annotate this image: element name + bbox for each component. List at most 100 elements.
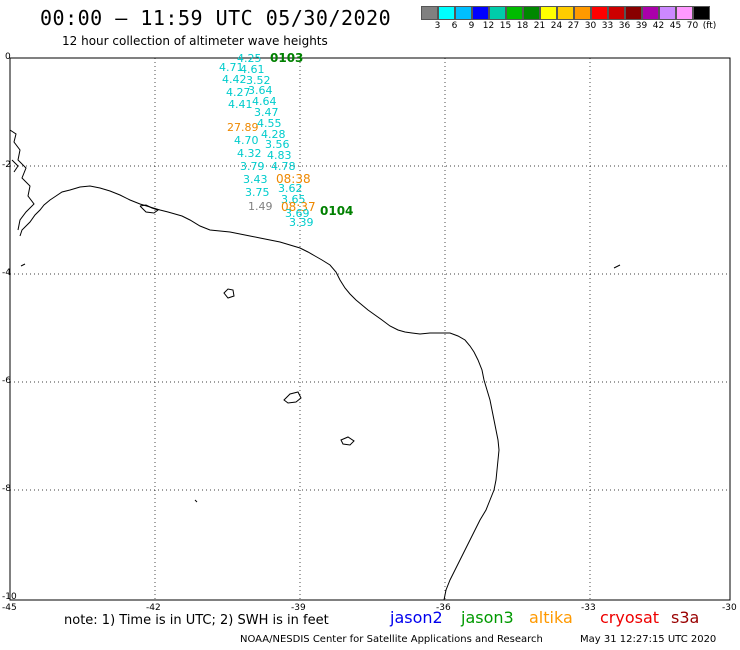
legend-label: 9 <box>468 21 475 31</box>
legend-label: 36 <box>618 21 631 31</box>
legend-swatch <box>540 6 557 20</box>
legend-label: 15 <box>499 21 512 31</box>
island <box>613 264 621 269</box>
wave-height-label: 4.71 <box>219 61 244 74</box>
wave-height-label: 3.62 <box>278 182 303 195</box>
y-tick-label: -2 <box>2 160 11 170</box>
y-tick-label: -8 <box>2 484 11 494</box>
wave-height-label: 4.32 <box>237 147 262 160</box>
wave-height-label: 4.28 <box>261 128 286 141</box>
legend-swatch <box>659 6 676 20</box>
x-tick-label: -33 <box>581 603 596 613</box>
coastline <box>19 185 500 601</box>
legend-swatch <box>489 6 506 20</box>
x-tick-label: -45 <box>2 603 17 613</box>
wave-height-label: 3.69 <box>285 207 310 220</box>
wave-height-label: 1.49 <box>248 200 273 213</box>
coastline-fragment <box>9 129 35 231</box>
legend-swatch <box>608 6 625 20</box>
map-grid <box>10 58 730 600</box>
wave-height-label: 4.41 <box>228 98 253 111</box>
legend-label: 33 <box>601 21 614 31</box>
legend-label: 24 <box>550 21 563 31</box>
satellite-legend-jason2: jason2 <box>390 608 443 627</box>
island <box>223 288 235 299</box>
pass-label: 0104 <box>320 204 354 218</box>
legend-swatch <box>421 6 438 20</box>
wave-height-label: 3.56 <box>265 138 290 151</box>
wave-height-label: 4.25 <box>237 52 262 65</box>
credit-line: NOAA/NESDIS Center for Satellite Applica… <box>240 634 543 645</box>
island <box>283 391 302 404</box>
legend-label: 18 <box>516 21 529 31</box>
legend-swatch <box>625 6 642 20</box>
legend-label: 27 <box>567 21 580 31</box>
wave-height-color-legend-labels: 3 6 9 12 15 18 21 24 27 30 33 36 39 42 45 70 (ft) <box>421 21 740 35</box>
x-tick-label: -39 <box>291 603 306 613</box>
x-tick-label: -36 <box>436 603 451 613</box>
wave-height-color-legend <box>421 6 710 20</box>
x-tick-label: -30 <box>722 603 737 613</box>
legend-swatch <box>574 6 591 20</box>
legend-label: 3 <box>434 21 441 31</box>
legend-label: 12 <box>482 21 495 31</box>
map-subtitle: 12 hour collection of altimeter wave hei… <box>62 34 328 48</box>
y-tick-label: -4 <box>2 268 11 278</box>
map-frame <box>9 57 731 601</box>
legend-label: 42 <box>652 21 665 31</box>
wave-height-label: 3.43 <box>243 173 268 186</box>
wave-height-label: 3.79 <box>240 160 265 173</box>
legend-swatch <box>438 6 455 20</box>
wave-height-label: 3.75 <box>245 186 270 199</box>
island <box>20 263 26 267</box>
island <box>194 499 198 503</box>
satellite-legend-cryosat: cryosat <box>600 608 660 627</box>
legend-label: 21 <box>533 21 546 31</box>
legend-swatch <box>523 6 540 20</box>
pass-label: 0103 <box>270 51 304 65</box>
wave-height-label: 4.61 <box>240 63 265 76</box>
x-tick-label: -42 <box>146 603 161 613</box>
map-title: 00:00 – 11:59 UTC 05/30/2020 <box>40 6 392 30</box>
wave-height-label: 4.27 <box>226 86 251 99</box>
satellite-legend-jason3: jason3 <box>461 608 514 627</box>
wave-height-label: 4.64 <box>252 95 277 108</box>
legend-label: 6 <box>451 21 458 31</box>
generation-timestamp: May 31 12:27:15 UTC 2020 <box>580 634 717 645</box>
wave-height-label: 3.39 <box>289 216 314 229</box>
wave-height-label: 3.65 <box>281 193 306 206</box>
y-tick-label: -6 <box>2 376 11 386</box>
satellite-legend-altika: altika <box>529 608 573 627</box>
legend-label: 45 <box>669 21 682 31</box>
legend-swatch <box>506 6 523 20</box>
y-tick-label: 0 <box>5 52 11 62</box>
legend-swatch <box>642 6 659 20</box>
legend-label: 30 <box>584 21 597 31</box>
legend-swatch <box>676 6 693 20</box>
wave-height-label: 4.83 <box>267 149 292 162</box>
legend-label: (ft) <box>702 21 717 31</box>
wave-height-label: 4.78 <box>271 160 296 173</box>
wave-height-label: 3.52 <box>246 74 271 87</box>
legend-swatch <box>455 6 472 20</box>
coastline-fragment <box>139 204 160 214</box>
satellite-legend-s3a: s3a <box>671 608 700 627</box>
wave-height-label: 4.70 <box>234 134 259 147</box>
legend-swatch <box>472 6 489 20</box>
island <box>340 436 355 446</box>
wave-height-label: 3.64 <box>248 84 273 97</box>
legend-label: 39 <box>635 21 648 31</box>
legend-swatch <box>557 6 574 20</box>
legend-label: 70 <box>686 21 699 31</box>
wave-height-label: 4.55 <box>257 117 282 130</box>
legend-swatch <box>693 6 710 20</box>
wave-height-label: 08:38 <box>276 172 311 186</box>
wave-height-label: 3.47 <box>254 106 279 119</box>
wave-height-label: 4.42 <box>222 73 247 86</box>
wave-height-label: 27.89 <box>227 121 259 134</box>
y-tick-label: -10 <box>2 592 17 602</box>
legend-swatch <box>591 6 608 20</box>
wave-height-label: 08:37 <box>281 200 316 214</box>
units-note: note: 1) Time is in UTC; 2) SWH is in fe… <box>64 613 329 628</box>
